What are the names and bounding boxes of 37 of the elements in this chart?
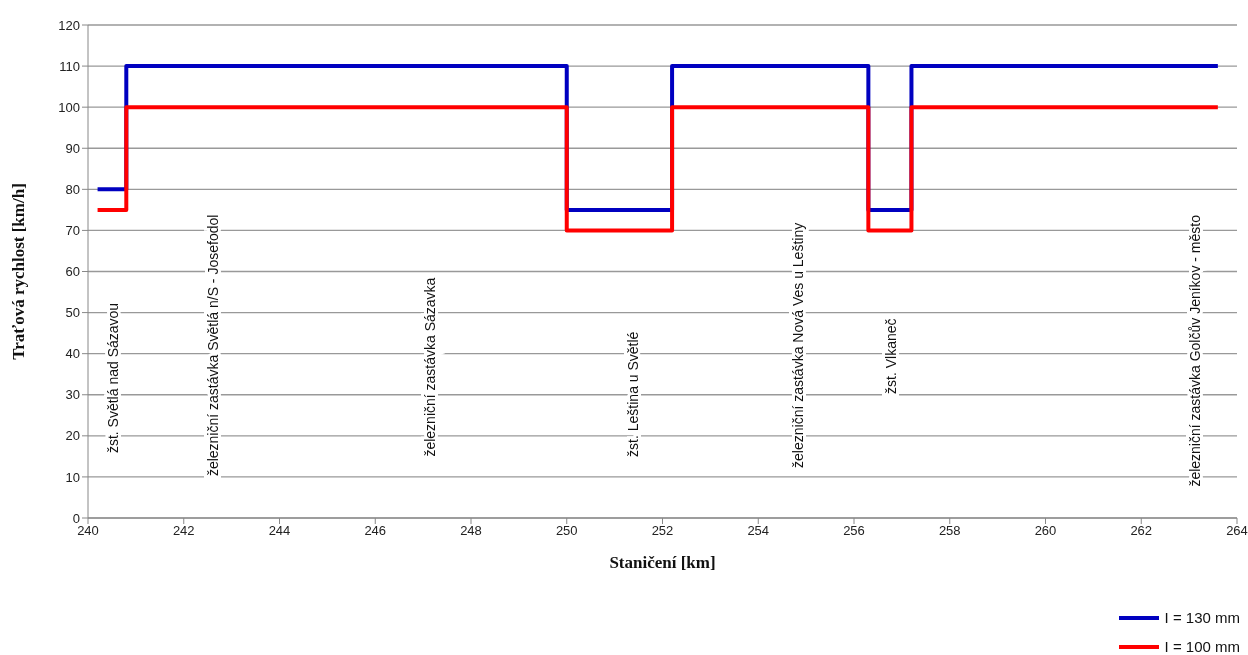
x-tick-label: 250 [555, 523, 578, 539]
legend-label: I = 130 mm [1164, 609, 1240, 626]
y-tick-label: 70 [65, 223, 80, 239]
annotation: železniční zastávka Nová Ves u Leštiny [790, 222, 807, 468]
annotation: žst. Leština u Světlé [625, 331, 642, 457]
y-tick-label: 80 [65, 181, 80, 197]
y-tick-label: 10 [65, 469, 80, 485]
x-tick-label: 244 [268, 523, 291, 539]
y-tick-label: 120 [58, 17, 80, 33]
x-tick-label: 260 [1034, 523, 1057, 539]
y-tick-label: 0 [72, 510, 80, 526]
y-tick-label: 90 [65, 140, 80, 156]
legend-label: I = 100 mm [1164, 638, 1240, 655]
x-tick-label: 264 [1226, 523, 1248, 539]
y-axis-title: Traťová rychlost [km/h] [9, 183, 29, 360]
x-tick-label: 248 [460, 523, 482, 539]
x-axis-title: Staničení [km] [609, 553, 716, 572]
x-tick-label: 246 [364, 523, 387, 539]
annotation: železniční zastávka Golčův Jeníkov - město [1187, 214, 1204, 487]
x-tick-label: 242 [172, 523, 195, 539]
y-tick-label: 20 [65, 428, 80, 444]
annotation: žst. Vlkaneč [882, 318, 899, 394]
y-tick-label: 60 [65, 264, 80, 280]
x-tick-label: 256 [843, 523, 865, 539]
annotation: železniční zastávka Sázavka [422, 277, 439, 457]
y-tick-label: 40 [65, 346, 80, 362]
y-tick-label: 30 [65, 387, 80, 403]
y-tick-label: 110 [59, 58, 80, 74]
y-tick-label: 50 [65, 305, 80, 321]
x-tick-label: 254 [747, 523, 770, 539]
x-tick-label: 252 [651, 523, 674, 539]
annotation: žst. Světlá nad Sázavou [104, 302, 121, 454]
x-tick-label: 258 [938, 523, 961, 539]
y-tick-label: 100 [58, 99, 80, 115]
x-tick-label: 240 [77, 523, 99, 539]
annotation: železniční zastávka Světlá n/S - Josefodol [205, 214, 222, 477]
x-tick-label: 262 [1130, 523, 1153, 539]
